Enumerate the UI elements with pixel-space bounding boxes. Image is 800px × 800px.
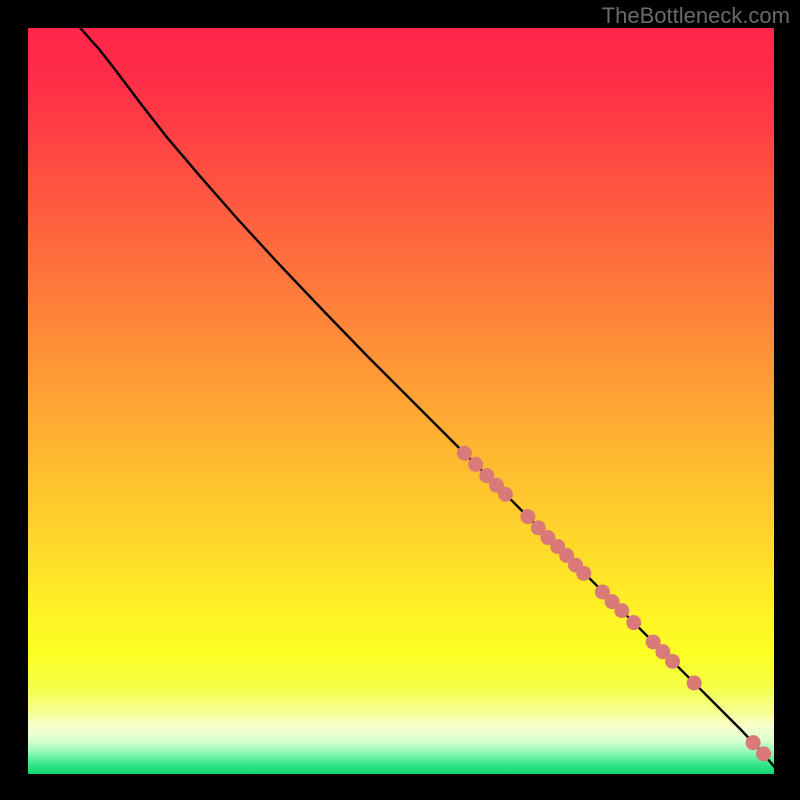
data-marker — [614, 603, 629, 618]
data-marker — [665, 654, 680, 669]
data-marker — [756, 746, 771, 761]
data-marker — [468, 457, 483, 472]
attribution-text: TheBottleneck.com — [602, 3, 790, 29]
data-marker — [520, 509, 535, 524]
data-marker — [626, 615, 641, 630]
data-marker — [576, 566, 591, 581]
data-marker — [746, 735, 761, 750]
gradient-chart — [0, 0, 800, 800]
data-marker — [498, 487, 513, 502]
data-marker — [687, 675, 702, 690]
data-marker — [457, 446, 472, 461]
plot-background — [28, 28, 774, 774]
